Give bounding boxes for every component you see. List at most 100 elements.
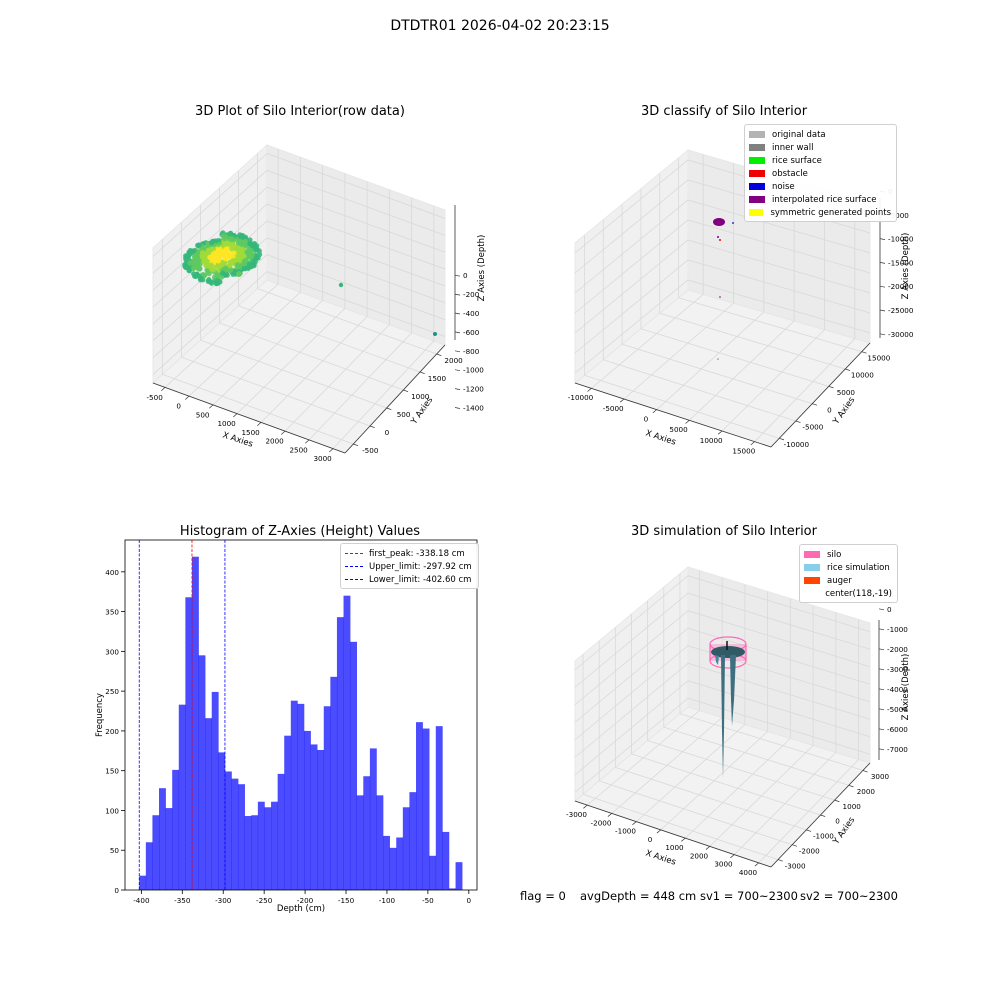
p4-ygrid	[631, 753, 821, 816]
p4-x-tick-label: 0	[648, 835, 653, 844]
histogram-bar	[165, 808, 173, 890]
p4-y-tick-label: -1000	[813, 832, 834, 841]
histogram-bar	[218, 752, 226, 890]
histogram-bar	[416, 722, 423, 890]
p1-xgrid	[332, 340, 435, 449]
p1-x-tick	[257, 422, 262, 426]
p1-point	[229, 246, 235, 252]
p1-point	[200, 254, 206, 260]
p2-point	[719, 239, 721, 241]
p1-point	[215, 258, 221, 264]
p4-x-tick-label: -1000	[615, 827, 636, 836]
p4-y-tick-label: -3000	[785, 861, 806, 870]
p1-point	[219, 274, 225, 280]
p2-y-tick	[845, 368, 851, 371]
histogram-bar	[369, 748, 377, 890]
p2-zgrid	[574, 199, 871, 294]
p4-z-tick-label: -4000	[887, 685, 908, 694]
p2-y-tick	[812, 403, 818, 406]
legend-item: noise	[749, 180, 891, 193]
p4-x-tick	[681, 837, 686, 842]
histogram-bar	[402, 807, 410, 890]
p1-z-tick-label: 0	[463, 271, 468, 280]
p1-z-tick	[454, 331, 461, 334]
p1-x-tick-label: 500	[196, 410, 210, 419]
histogram-bar	[271, 801, 278, 890]
x-tick-label: -350	[174, 896, 191, 905]
histogram-bar	[264, 807, 272, 890]
p1-point	[186, 268, 192, 274]
p2-y-tick	[828, 386, 834, 389]
p2-xgrid	[656, 311, 765, 410]
p4-zgrid	[574, 645, 871, 741]
histogram-bar	[330, 676, 338, 890]
p1-point	[233, 244, 240, 250]
rice-funnel	[721, 655, 725, 778]
y-tick-label: 50	[110, 846, 120, 855]
p1-point	[210, 267, 216, 273]
legend-label: silo	[827, 549, 842, 560]
p1-point	[230, 271, 236, 277]
p1-point	[246, 261, 253, 267]
histogram-bar	[159, 788, 166, 890]
legend-item: Lower_limit: -402.60 cm	[345, 573, 473, 586]
histogram-bar	[198, 655, 206, 890]
panel4-title: 3D simulation of Silo Interior	[631, 524, 817, 539]
p1-x-tick-label: 1500	[241, 428, 260, 437]
p4-y-tick	[820, 814, 826, 817]
legend-label: original data	[772, 129, 826, 140]
p2-ygrid	[659, 312, 846, 370]
p1-x-tick-label: 1000	[217, 419, 236, 428]
legend-swatch	[749, 157, 765, 164]
p2-xgrid	[754, 338, 856, 442]
p2-point	[732, 222, 734, 224]
p4-y-tick-label: 3000	[871, 772, 890, 781]
p1-point	[196, 242, 202, 248]
p1-point	[217, 264, 223, 270]
p4-zgrid	[574, 592, 871, 688]
legend-swatch	[749, 170, 765, 177]
p4-z-tick-label: -7000	[887, 745, 908, 754]
p1-point	[242, 238, 248, 244]
p4-ygrid	[615, 767, 807, 831]
p2-x-tick	[685, 420, 690, 424]
p4-y-tick	[834, 799, 840, 803]
histogram-ylabel: Frequency	[95, 693, 105, 737]
legend-item: Upper_limit: -297.92 cm	[345, 560, 473, 573]
legend-item: first_peak: -338.18 cm	[345, 547, 473, 560]
p1-y-tick	[403, 389, 409, 393]
p1-point	[207, 254, 213, 260]
p2-x-tick-label: 15000	[732, 447, 755, 456]
histogram-bar	[277, 773, 285, 890]
p1-x-tick	[305, 439, 310, 444]
p2-z-tick-label: -10000	[888, 235, 914, 244]
legend-item: rice simulation	[804, 561, 892, 574]
histogram-bar	[422, 728, 430, 890]
p2-z-tick-label: -20000	[888, 282, 914, 291]
histogram-bar	[383, 835, 390, 890]
p1-z-tick-label: -1400	[463, 404, 484, 413]
legend-line-swatch	[345, 579, 363, 580]
p1-xgrid	[164, 283, 279, 388]
p1-x-tick	[329, 448, 334, 453]
p4-y-tick-label: 1000	[843, 802, 862, 811]
histogram-bar	[343, 595, 351, 890]
p1-z-tick	[454, 312, 461, 315]
p1-point	[230, 241, 236, 247]
legend-label: auger	[827, 575, 852, 586]
histogram-bar	[409, 792, 417, 890]
p2-zgrid	[574, 239, 871, 334]
p1-ygrid	[238, 305, 421, 373]
p1-point	[240, 234, 246, 240]
y-tick-label: 100	[105, 806, 119, 815]
p2-x-tick-label: -10000	[568, 393, 594, 402]
p4-z-tick	[878, 748, 885, 751]
histogram-bar	[172, 769, 180, 890]
p1-zgrid	[152, 237, 446, 342]
legend-line-swatch	[345, 553, 363, 554]
p2-zlabel: Z Axies (Depth)	[901, 233, 911, 300]
p1-xgrid	[212, 300, 323, 406]
p2-x-axis-line	[574, 382, 772, 448]
p1-z-tick	[454, 388, 461, 390]
